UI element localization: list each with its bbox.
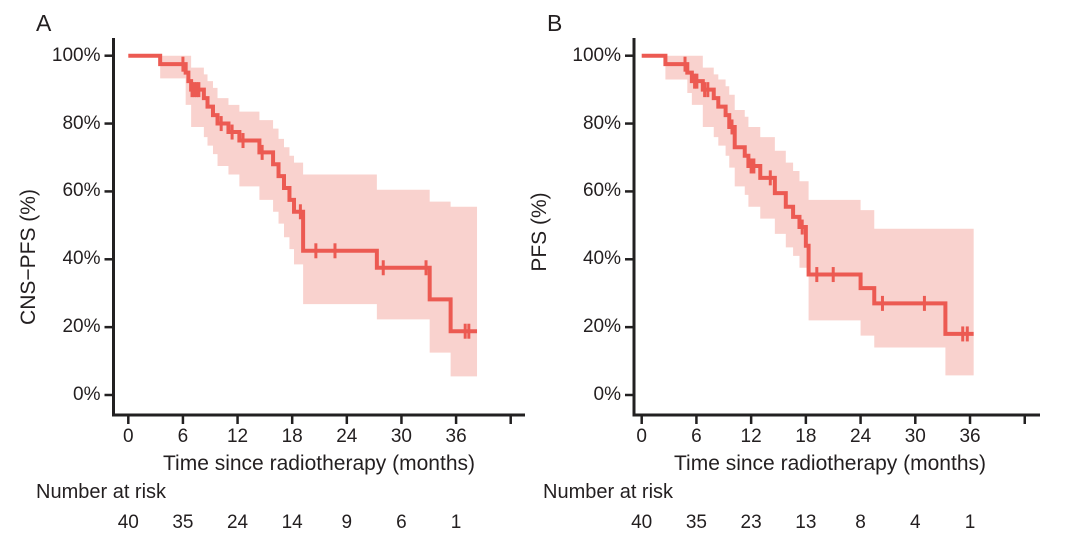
confidence-band [665,55,974,376]
panel-b-risk-header: Number at risk [543,481,674,503]
x-tick-label: 24 [850,426,872,447]
y-tick-label: 80% [62,112,101,134]
x-tick-label: 36 [445,426,467,447]
number-at-risk-value: 1 [964,512,976,533]
x-tick-label: 12 [740,426,762,447]
y-tick-label: 60% [62,180,101,202]
x-tick-label: 18 [281,426,303,447]
y-tick-label: 0% [73,384,101,405]
km-panel-b [625,38,1040,424]
y-tick-label: 100% [572,44,621,66]
x-tick-label: 12 [226,426,249,447]
number-at-risk-value: 40 [631,512,653,533]
x-tick-label: 6 [177,426,189,447]
x-tick-label: 36 [959,426,981,447]
y-tick-label: 40% [582,248,621,270]
x-tick-label: 6 [691,426,702,447]
number-at-risk-value: 23 [740,512,762,533]
panel-a-label: A [36,10,52,36]
y-tick-label: 40% [62,248,101,270]
y-tick-label: 0% [593,384,621,405]
panel-a-risk-header: Number at risk [36,481,167,503]
panel-a-xlabel: Time since radiotherapy (months) [162,452,476,475]
x-tick-label: 30 [904,426,926,447]
number-at-risk-value: 14 [281,512,303,533]
number-at-risk-value: 6 [396,512,407,533]
number-at-risk-value: 13 [795,512,817,533]
number-at-risk-value: 8 [855,512,866,533]
number-at-risk-value: 1 [450,512,462,533]
number-at-risk-value: 24 [226,512,249,533]
panel-b-label: B [547,10,563,36]
number-at-risk-value: 40 [117,512,139,533]
number-at-risk-value: 4 [910,512,921,533]
number-at-risk-value: 35 [685,512,707,533]
y-tick-label: 20% [582,316,621,338]
y-tick-label: 100% [51,44,101,66]
survival-curve [641,53,974,336]
number-at-risk-value: 9 [341,512,353,533]
number-at-risk-value: 35 [172,512,194,533]
x-tick-label: 0 [123,426,134,447]
x-tick-label: 18 [795,426,817,447]
y-tick-label: 20% [62,316,101,338]
x-tick-label: 24 [336,426,358,447]
y-tick-label: 80% [582,112,621,134]
x-tick-label: 0 [636,426,647,447]
panel-b-xlabel: Time since radiotherapy (months) [673,452,987,475]
x-tick-label: 30 [390,426,412,447]
km-panel-a [104,38,525,424]
y-tick-label: 60% [582,180,621,202]
